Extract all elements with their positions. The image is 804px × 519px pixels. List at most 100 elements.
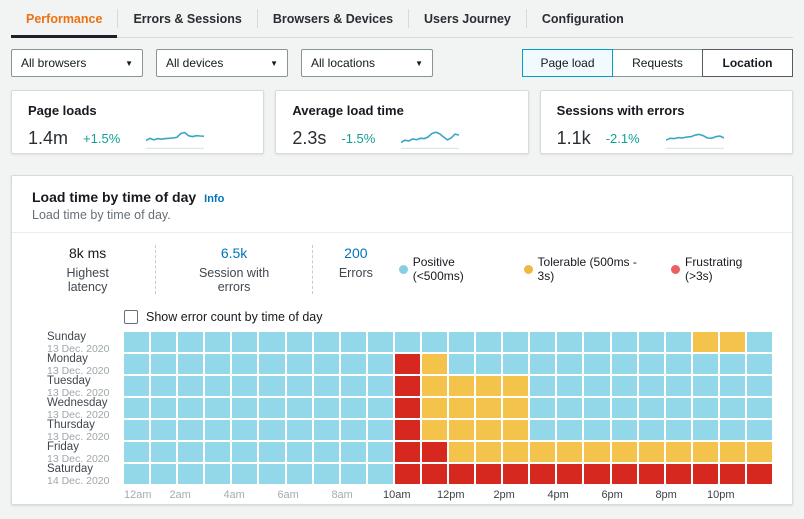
heatmap-cell bbox=[313, 420, 339, 440]
heatmap-cell bbox=[665, 332, 691, 352]
card-change: -2.1% bbox=[605, 130, 640, 146]
heatmap-cell bbox=[692, 354, 718, 374]
heatmap-cell bbox=[124, 464, 150, 484]
heatmap-cell bbox=[151, 420, 177, 440]
heatmap-cell bbox=[421, 354, 447, 374]
heatmap-cell bbox=[503, 354, 529, 374]
filters-group: All browsers ▼ All devices ▼ All locations ▼ bbox=[11, 49, 446, 77]
heatmap-cell bbox=[476, 442, 502, 462]
info-link[interactable]: Info bbox=[204, 193, 225, 205]
toggle-page-load[interactable]: Page load bbox=[522, 49, 613, 77]
heatmap-cell bbox=[530, 332, 556, 352]
heatmap-cell bbox=[746, 464, 772, 484]
card-sessions-with-errors: Sessions with errors 1.1k -2.1% bbox=[539, 90, 793, 154]
heatmap-cell bbox=[530, 354, 556, 374]
heatmap-cell bbox=[449, 398, 475, 418]
heatmap-cell bbox=[124, 442, 150, 462]
stat-errors: 200 Errors bbox=[311, 245, 399, 294]
heatmap-row-label: Thursday 13 Dec. 2020 bbox=[32, 419, 124, 443]
heatmap-cell bbox=[584, 420, 610, 440]
heatmap-cell bbox=[340, 354, 366, 374]
xaxis-label: 4am bbox=[223, 489, 245, 501]
tab-divider bbox=[256, 9, 258, 28]
heatmap-cell bbox=[665, 354, 691, 374]
heatmap-cell bbox=[151, 442, 177, 462]
heatmap-cell bbox=[611, 354, 637, 374]
heatmap-xaxis: 12am 2am 4am 6am 8am 10am 12pm 2pm 4pm 6pm 8pm 10pm bbox=[32, 489, 772, 501]
heatmap-cell bbox=[232, 420, 258, 440]
devices-filter[interactable]: All devices ▼ bbox=[156, 49, 288, 77]
tab-performance[interactable]: Performance bbox=[11, 0, 118, 38]
heatmap-cell bbox=[421, 420, 447, 440]
heatmap-cell bbox=[476, 376, 502, 396]
heatmap-cell bbox=[340, 332, 366, 352]
heatmap-cell bbox=[394, 376, 420, 396]
legend-dot-icon bbox=[523, 264, 533, 274]
heatmap-cell bbox=[313, 442, 339, 462]
heatmap-cell bbox=[530, 376, 556, 396]
chevron-down-icon: ▼ bbox=[125, 58, 133, 68]
heatmap-cell bbox=[151, 398, 177, 418]
heatmap-cell bbox=[151, 464, 177, 484]
toggle-requests[interactable]: Requests bbox=[612, 49, 703, 77]
heatmap-cell bbox=[313, 332, 339, 352]
show-error-count-checkbox[interactable] bbox=[124, 310, 138, 324]
heatmap-cell bbox=[232, 332, 258, 352]
panel-body: 8k ms Highest latency 6.5k Session with err… bbox=[12, 233, 792, 501]
heatmap-cell bbox=[638, 464, 664, 484]
toggle-location[interactable]: Location bbox=[702, 49, 793, 77]
xaxis-label: 2pm bbox=[493, 489, 515, 501]
tab-browsers-devices[interactable]: Browsers & Devices bbox=[272, 11, 394, 26]
heatmap-cell bbox=[476, 332, 502, 352]
heatmap-cell bbox=[530, 442, 556, 462]
heatmap-cell bbox=[286, 376, 312, 396]
heatmap-cell bbox=[584, 332, 610, 352]
stat-label: Session with errors bbox=[198, 266, 270, 294]
heatmap-cell bbox=[394, 464, 420, 484]
heatmap-cell bbox=[584, 398, 610, 418]
legend-item-frustrating: Frustrating (>3s) bbox=[671, 255, 772, 283]
heatmap-cell bbox=[611, 464, 637, 484]
xaxis-label: 2am bbox=[169, 489, 191, 501]
heatmap-cell bbox=[584, 464, 610, 484]
heatmap-row-tuesday: Tuesday 13 Dec. 2020 bbox=[32, 374, 772, 398]
browsers-filter[interactable]: All browsers ▼ bbox=[11, 49, 143, 77]
heatmap-cell bbox=[719, 442, 745, 462]
day-name: Monday bbox=[47, 352, 88, 365]
error-count-toggle-row: Show error count by time of day bbox=[124, 310, 772, 324]
stat-value-link[interactable]: 6.5k bbox=[220, 245, 248, 261]
checkbox-label: Show error count by time of day bbox=[146, 310, 323, 324]
tab-bar: Performance Errors & Sessions Browsers & D… bbox=[11, 0, 793, 38]
heatmap-cell bbox=[530, 420, 556, 440]
panel-header: Load time by time of day Info Load time … bbox=[12, 176, 792, 233]
heatmap-cell bbox=[259, 398, 285, 418]
xaxis-label: 8am bbox=[331, 489, 353, 501]
heatmap-row-label: Saturday 14 Dec. 2020 bbox=[32, 463, 124, 487]
heatmap-cell bbox=[394, 420, 420, 440]
heatmap-cell bbox=[151, 332, 177, 352]
heatmap-cell bbox=[124, 420, 150, 440]
heatmap-cell bbox=[286, 332, 312, 352]
day-name: Tuesday bbox=[47, 374, 91, 387]
heatmap-cell bbox=[421, 464, 447, 484]
tab-errors-sessions[interactable]: Errors & Sessions bbox=[133, 11, 242, 26]
heatmap-cell bbox=[449, 354, 475, 374]
chevron-down-icon: ▼ bbox=[270, 58, 278, 68]
browsers-filter-value: All browsers bbox=[21, 56, 87, 70]
heatmap-cell bbox=[746, 332, 772, 352]
tab-configuration[interactable]: Configuration bbox=[541, 11, 624, 26]
heatmap-cell bbox=[259, 420, 285, 440]
filter-toolbar: All browsers ▼ All devices ▼ All locations ▼ … bbox=[11, 49, 793, 77]
panel-title: Load time by time of day bbox=[32, 189, 197, 205]
heatmap-row-monday: Monday 13 Dec. 2020 bbox=[32, 352, 772, 376]
heatmap-cell bbox=[313, 464, 339, 484]
day-name: Friday bbox=[47, 440, 79, 453]
stat-value-link[interactable]: 200 bbox=[344, 245, 368, 261]
locations-filter[interactable]: All locations ▼ bbox=[301, 49, 433, 77]
heatmap-cell bbox=[692, 332, 718, 352]
heatmap-cell bbox=[692, 376, 718, 396]
heatmap-cell bbox=[638, 354, 664, 374]
heatmap-cell bbox=[692, 398, 718, 418]
tab-users-journey[interactable]: Users Journey bbox=[424, 11, 511, 26]
heatmap-cell bbox=[367, 398, 393, 418]
